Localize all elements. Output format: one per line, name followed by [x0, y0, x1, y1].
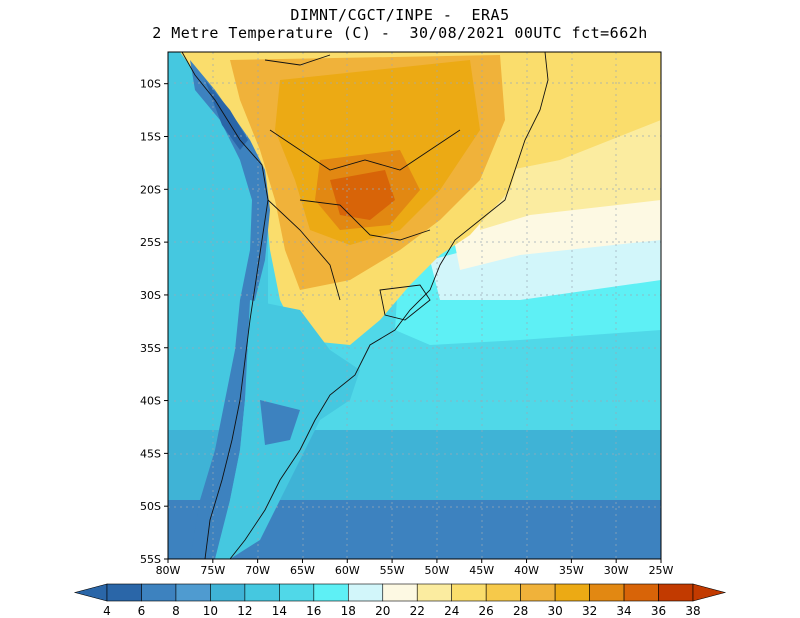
- field-andes: [190, 60, 270, 559]
- colorbar-segment: [485, 583, 521, 602]
- colorbar-label: 14: [272, 604, 287, 618]
- y-tick-label: 10S: [140, 78, 161, 91]
- field-patagonia-cold: [260, 400, 300, 445]
- colorbar-label: 28: [513, 604, 528, 618]
- colorbar-segment: [244, 583, 280, 602]
- colorbar-segment: [554, 583, 590, 602]
- colorbar: 4 6 8 10 12 14 16 18 20 22 24 26 28 30 32 34 36 38: [73, 583, 727, 618]
- colorbar-segment: [141, 583, 177, 602]
- y-tick-label: 30S: [140, 289, 161, 302]
- x-tick-label: 65W: [290, 564, 315, 577]
- border-argentina: [267, 199, 341, 301]
- colorbar-label: 6: [138, 604, 146, 618]
- colorbar-segment: [623, 583, 659, 602]
- coastlines: [181, 51, 549, 560]
- x-tick-label: 55W: [380, 564, 405, 577]
- colorbar-label: 24: [444, 604, 459, 618]
- colorbar-segment: [347, 583, 384, 602]
- colorbar-label: 16: [306, 604, 321, 618]
- colorbar-segment: [589, 583, 625, 602]
- x-tick-label: 50W: [424, 564, 449, 577]
- y-tick-label: 50S: [140, 500, 161, 513]
- x-tick-label: 70W: [245, 564, 270, 577]
- y-tick-label: 55S: [140, 553, 161, 566]
- colorbar-segment: [279, 583, 315, 602]
- y-tick-label: 25S: [140, 236, 161, 249]
- x-tick-label: 25W: [649, 564, 674, 577]
- chart-title-line-1: DIMNT/CGCT/INPE - ERA5: [290, 6, 510, 24]
- x-tick-label: 40W: [514, 564, 539, 577]
- colorbar-label: 38: [685, 604, 700, 618]
- field-andes-core: [205, 80, 248, 150]
- colorbar-label: 10: [203, 604, 218, 618]
- colorbar-segment: [451, 583, 487, 602]
- colorbar-label: 32: [582, 604, 597, 618]
- x-tick-label: 45W: [469, 564, 494, 577]
- colorbar-label: 22: [410, 604, 425, 618]
- colorbar-segment: [313, 583, 349, 602]
- x-tick-label: 60W: [335, 564, 360, 577]
- temperature-field: [168, 52, 661, 559]
- x-tick-label: 75W: [200, 564, 225, 577]
- colorbar-label: 30: [547, 604, 562, 618]
- colorbar-low-arrow: [73, 583, 108, 602]
- atlantic-coast: [229, 51, 549, 560]
- colorbar-segment: [658, 583, 694, 602]
- plata-region: [379, 284, 431, 321]
- colorbar-segment: [416, 583, 453, 602]
- y-tick-label: 15S: [140, 131, 161, 144]
- colorbar-label: 36: [651, 604, 666, 618]
- pacific-coast: [181, 51, 269, 560]
- chart-title-line-2: 2 Metre Temperature (C) - 30/08/2021 00U…: [152, 24, 648, 42]
- border-central: [299, 199, 431, 241]
- x-tick-label: 80W: [156, 564, 181, 577]
- colorbar-segment: [382, 583, 418, 602]
- y-tick-label: 40S: [140, 395, 161, 408]
- colorbar-label: 34: [616, 604, 631, 618]
- x-tick-label: 30W: [604, 564, 629, 577]
- colorbar-label: 26: [479, 604, 494, 618]
- y-tick-label: 45S: [140, 447, 161, 460]
- border-north: [269, 129, 461, 171]
- y-tick-label: 20S: [140, 183, 161, 196]
- y-tick-label: 35S: [140, 342, 161, 355]
- colorbar-label: 18: [341, 604, 356, 618]
- colorbar-segment: [175, 583, 211, 602]
- graticule: [168, 52, 661, 559]
- colorbar-segment: [520, 583, 556, 602]
- colorbar-label: 12: [237, 604, 252, 618]
- x-tick-label: 35W: [559, 564, 584, 577]
- colorbar-label: 20: [375, 604, 390, 618]
- colorbar-segment: [106, 583, 142, 602]
- field-land-hottest: [330, 170, 395, 220]
- map-frame: [167, 51, 662, 560]
- border-top: [264, 54, 331, 66]
- colorbar-high-arrow: [692, 583, 727, 602]
- colorbar-segment: [210, 583, 246, 602]
- colorbar-label: 8: [172, 604, 180, 618]
- colorbar-label: 4: [103, 604, 111, 618]
- axis-ticks: 80W 75W 70W 65W 60W 55W 50W 45W 40W 35W 30W 25W 10S 1…: [140, 78, 674, 577]
